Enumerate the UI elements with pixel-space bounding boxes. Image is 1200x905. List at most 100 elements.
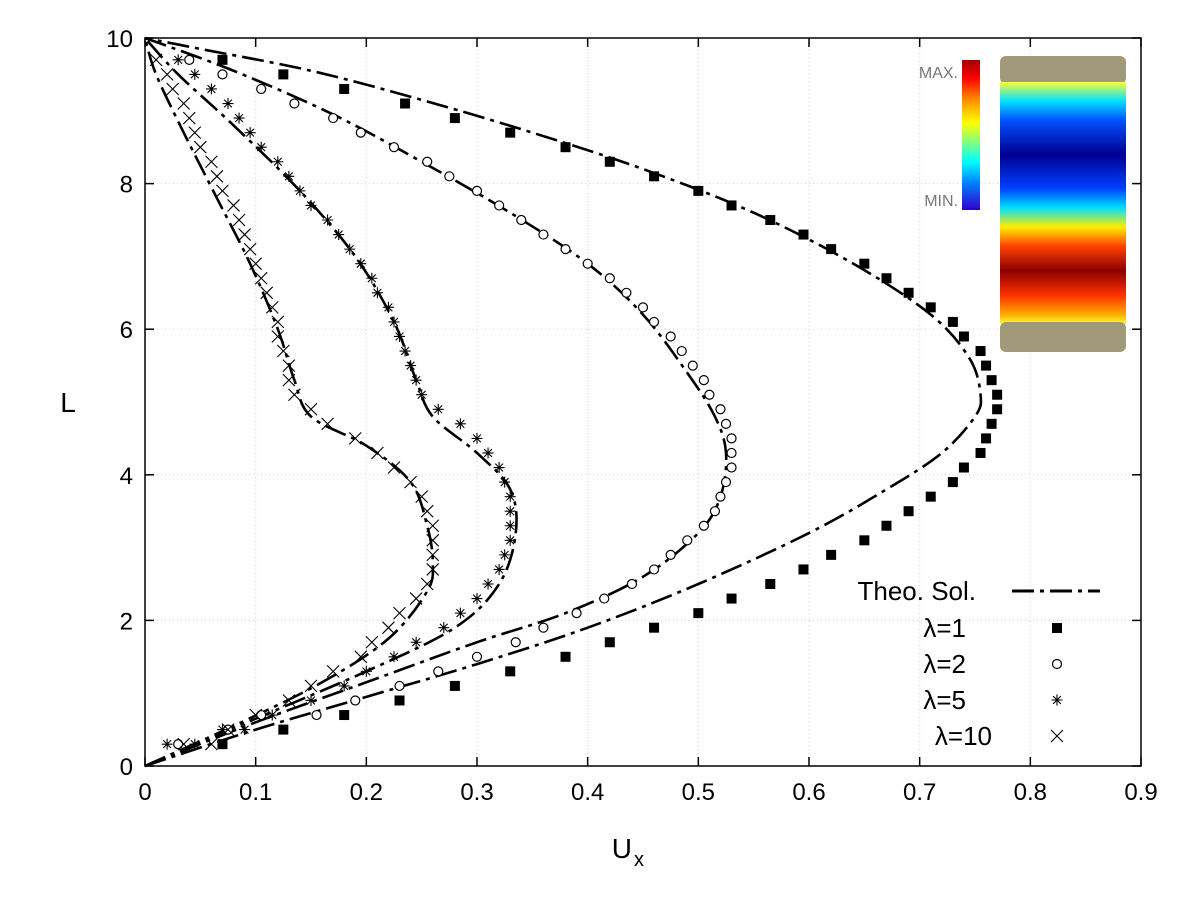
series-3-point-30	[271, 315, 285, 329]
series-3-point-0	[177, 737, 191, 751]
series-3-point-15	[426, 533, 440, 547]
y-axis-label: L	[60, 387, 76, 418]
series-3-point-32	[260, 286, 274, 300]
series-0-point-19	[958, 462, 969, 473]
series-1-point-32	[621, 287, 632, 298]
series-2-point-44	[244, 127, 256, 139]
series-2-point-14	[493, 563, 505, 575]
series-3-point-45	[177, 97, 191, 110]
series-1-point-0	[173, 739, 184, 750]
series-3-point-18	[415, 490, 429, 504]
series-2-point-1	[189, 738, 201, 750]
series-2-point-41	[283, 170, 295, 182]
series-1-point-3	[311, 709, 322, 721]
legend-theory-label: Theo. Sol.	[857, 576, 976, 606]
series-0-point-44	[400, 98, 411, 109]
series-2-point-6	[338, 680, 350, 692]
plot-frame	[144, 37, 1142, 767]
series-1-point-35	[560, 244, 571, 255]
beam-top-cap	[1000, 56, 1126, 84]
inset-beam-figure: MAX. MIN.	[919, 56, 1126, 352]
series-0-point-23	[992, 404, 1003, 415]
series-2-point-19	[504, 491, 516, 503]
series-3-point-38	[227, 199, 240, 212]
series-3-point-13	[426, 563, 440, 576]
series-0-point-3	[394, 695, 405, 706]
series-3-point-48	[149, 53, 163, 67]
series-2-point-40	[294, 185, 306, 197]
legend-label-lambda-10: λ=10	[935, 721, 992, 751]
series-1-point-34	[582, 258, 593, 269]
series-2-point-28	[405, 360, 417, 372]
series-1-point-6	[433, 666, 444, 677]
series-1-point-28	[676, 345, 687, 357]
series-3-points	[149, 53, 440, 751]
series-3-point-16	[426, 519, 440, 533]
theory-curve-2	[144, 37, 518, 768]
x-tick-label-3: 0.3	[460, 779, 493, 806]
series-0-point-21	[981, 433, 992, 444]
series-2-point-17	[504, 520, 516, 532]
series-2-point-45	[233, 112, 245, 124]
series-2-point-9	[410, 636, 422, 648]
series-1-point-7	[471, 651, 483, 662]
series-3-point-5	[304, 679, 318, 693]
series-1-point-4	[350, 695, 361, 706]
series-3-point-33	[254, 271, 268, 285]
series-3-point-20	[387, 461, 401, 474]
series-0-point-27	[975, 346, 986, 357]
series-3-point-44	[182, 111, 196, 125]
x-tick-label-4: 0.4	[571, 779, 604, 806]
series-1-point-41	[422, 156, 433, 167]
legend-label-lambda-1: λ=1	[923, 613, 966, 643]
series-2-point-7	[360, 665, 372, 677]
series-1-point-33	[604, 273, 615, 284]
legend-label-lambda-2: λ=2	[923, 649, 966, 679]
series-3-point-10	[393, 606, 406, 620]
series-3-point-39	[216, 184, 229, 198]
series-2-point-10	[438, 622, 450, 634]
series-3-point-28	[276, 344, 290, 358]
series-1-point-47	[217, 69, 228, 80]
series-0-point-7	[604, 637, 615, 648]
series-1-point-42	[388, 142, 400, 153]
series-1-point-5	[394, 680, 405, 692]
series-1-point-39	[471, 185, 483, 196]
series-2-point-0	[161, 738, 173, 750]
series-0-point-13	[826, 549, 837, 560]
series-1-point-27	[687, 360, 698, 371]
series-1-point-40	[444, 171, 455, 182]
series-0-point-26	[981, 360, 992, 371]
x-tick-label-0: 0	[138, 779, 151, 806]
series-1-point-31	[637, 302, 649, 313]
y-tick-label-1: 2	[120, 608, 133, 635]
series-3-point-19	[404, 475, 417, 489]
series-0-point-35	[798, 229, 809, 240]
series-0-point-12	[798, 564, 809, 575]
series-0-point-43	[449, 113, 460, 124]
series-0-point-6	[560, 651, 571, 662]
series-1-point-8	[510, 637, 521, 648]
series-3-point-35	[243, 242, 257, 256]
series-2-point-2	[216, 724, 228, 736]
series-0-point-46	[278, 69, 289, 80]
series-1-point-2	[256, 709, 267, 721]
beam-bottom-cap	[1000, 322, 1126, 352]
series-1-point-29	[665, 331, 676, 342]
axis-ticks: 0 0.1 0.2 0.3 0.4 0.5 0.6 0.7 0.8 0.9 0 2 4 6 8 10	[106, 26, 1157, 806]
series-3-point-8	[365, 635, 379, 649]
series-2-point-30	[394, 330, 406, 342]
series-2-point-22	[482, 447, 494, 459]
y-tick-label-0: 0	[120, 754, 133, 781]
series-3-point-9	[382, 621, 395, 635]
series-1-point-9	[538, 622, 549, 633]
x-tick-label-6: 0.6	[792, 779, 825, 806]
series-2-point-21	[493, 462, 505, 474]
series-0-point-8	[649, 622, 660, 633]
series-1-point-24	[715, 404, 726, 415]
series-0-point-20	[975, 447, 986, 458]
series-2-point-47	[205, 83, 217, 95]
series-2-point-37	[333, 229, 345, 241]
y-tick-label-2: 4	[120, 463, 133, 490]
